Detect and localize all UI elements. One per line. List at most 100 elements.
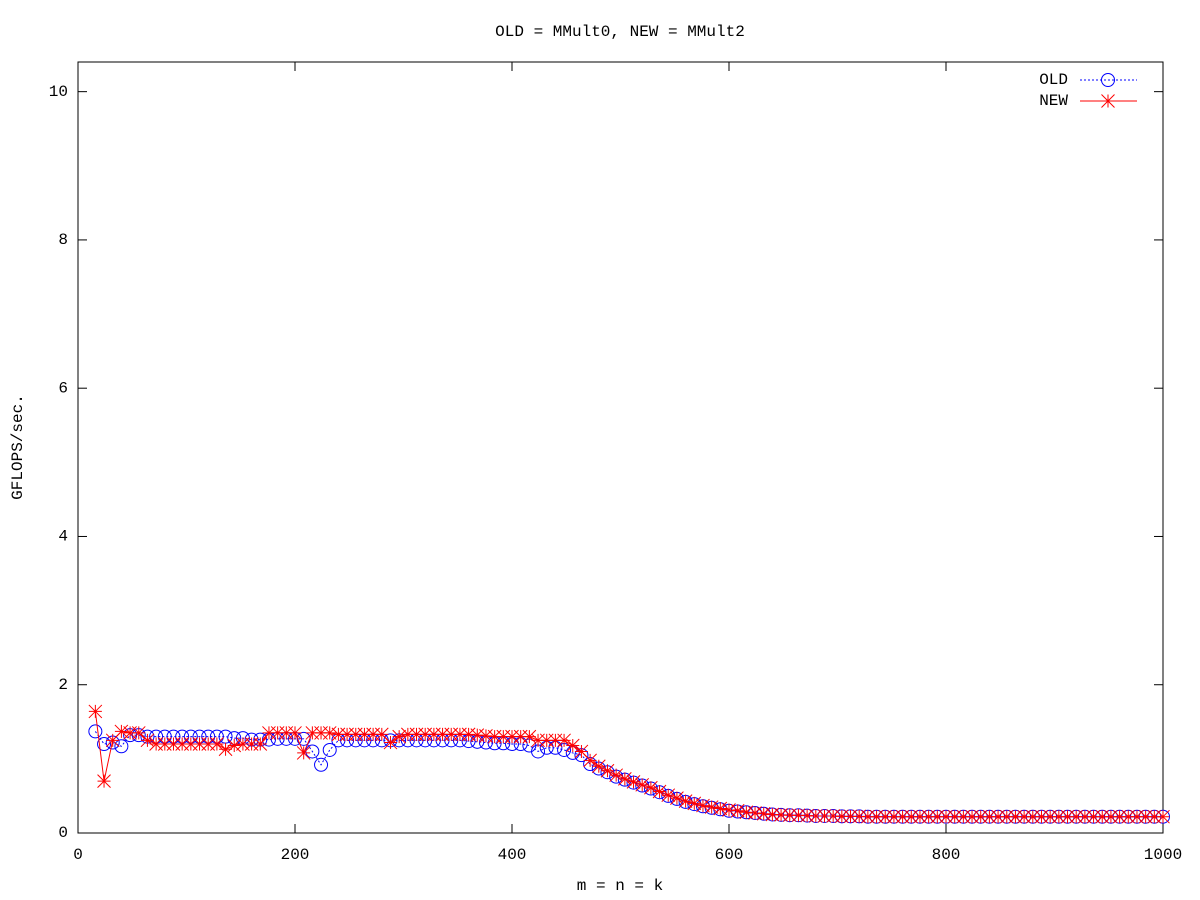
marker [635, 777, 650, 792]
marker [479, 729, 493, 743]
marker [140, 733, 155, 748]
marker [157, 737, 172, 751]
marker [296, 746, 311, 760]
marker [843, 809, 858, 824]
marker [227, 738, 242, 753]
marker [409, 727, 424, 742]
marker [609, 768, 624, 783]
chart-title: OLD = MMult0, NEW = MMult2 [495, 23, 745, 41]
marker [357, 727, 372, 742]
marker [973, 809, 988, 824]
legend-label: OLD [1039, 71, 1068, 89]
marker [97, 774, 111, 788]
marker [913, 809, 927, 824]
marker [531, 733, 545, 748]
marker [505, 729, 519, 744]
marker [192, 737, 207, 751]
marker [1112, 809, 1127, 824]
marker [887, 809, 901, 824]
marker [895, 809, 910, 824]
y-tick-label: 10 [49, 83, 68, 101]
marker [1130, 809, 1144, 824]
marker [487, 729, 502, 744]
y-tick-label: 6 [58, 379, 68, 397]
marker [1078, 809, 1092, 824]
marker [314, 726, 328, 740]
marker [565, 738, 580, 753]
marker [574, 744, 589, 759]
x-tick-label: 200 [281, 846, 310, 864]
marker [253, 737, 268, 751]
marker [427, 727, 441, 742]
x-tick-label: 400 [498, 846, 527, 864]
marker [262, 726, 276, 740]
marker [1034, 809, 1049, 824]
marker [617, 772, 632, 786]
marker [279, 726, 294, 740]
marker [1043, 809, 1058, 824]
y-tick-label: 0 [58, 824, 68, 842]
y-tick-label: 4 [58, 528, 68, 546]
marker [210, 737, 224, 751]
marker [1095, 809, 1110, 824]
marker [374, 727, 389, 742]
marker [1017, 809, 1031, 824]
marker [999, 809, 1014, 824]
marker [105, 733, 120, 748]
marker [270, 726, 285, 740]
marker [348, 727, 363, 742]
marker [730, 803, 745, 818]
marker [218, 742, 233, 757]
marker [166, 737, 181, 751]
marker [418, 727, 433, 742]
marker [1051, 809, 1066, 824]
marker [852, 809, 867, 824]
x-tick-label: 1000 [1144, 846, 1182, 864]
marker [774, 807, 788, 822]
marker [392, 729, 407, 744]
marker [782, 808, 797, 823]
marker [366, 727, 380, 742]
marker [149, 737, 163, 751]
x-tick-label: 800 [932, 846, 961, 864]
marker [930, 809, 945, 824]
marker [704, 800, 719, 814]
marker [869, 809, 884, 824]
x-axis-label: m = n = k [577, 877, 663, 895]
marker [548, 733, 563, 748]
marker [591, 759, 606, 774]
marker [435, 727, 450, 742]
marker [244, 737, 259, 751]
x-tick-label: 600 [715, 846, 744, 864]
marker [557, 733, 571, 748]
marker [496, 729, 511, 744]
marker [696, 798, 710, 813]
marker [88, 724, 103, 739]
marker [201, 737, 216, 751]
marker [1086, 809, 1101, 824]
marker [791, 808, 806, 823]
marker [340, 727, 354, 742]
marker [305, 726, 320, 740]
marker [956, 809, 971, 824]
marker [114, 739, 129, 754]
marker [322, 726, 337, 740]
marker [722, 803, 736, 817]
marker [513, 729, 528, 744]
marker [1025, 809, 1040, 824]
y-tick-label: 2 [58, 676, 68, 694]
marker [947, 809, 962, 824]
marker [88, 704, 103, 719]
marker [817, 809, 832, 823]
marker [175, 737, 190, 751]
marker [1104, 809, 1118, 824]
marker [678, 794, 693, 808]
legend-marker [1101, 94, 1115, 108]
marker [808, 809, 823, 823]
marker [713, 801, 728, 816]
marker [739, 805, 754, 820]
marker [670, 791, 684, 806]
marker [583, 753, 597, 768]
marker [1147, 809, 1162, 824]
